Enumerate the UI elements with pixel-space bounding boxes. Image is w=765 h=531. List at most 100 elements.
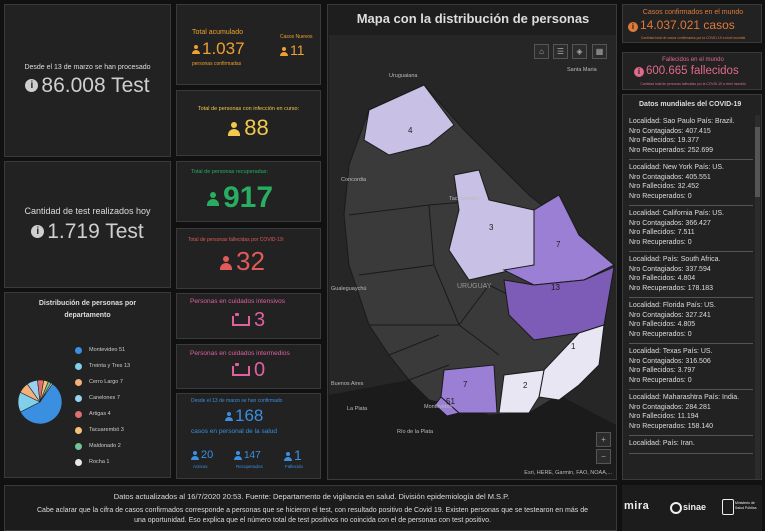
region-label-tacuarembo: 3 bbox=[489, 223, 494, 232]
place-tacuarembo: Tacuarembó bbox=[449, 196, 479, 202]
deceased-value: 32 bbox=[236, 246, 265, 276]
map-title: Mapa con la distribución de personas bbox=[356, 11, 590, 26]
health-staff-active-value: 20 bbox=[201, 449, 214, 461]
map-attribution: Esri, HERE, Garmin, FAO, NOAA,... bbox=[524, 470, 612, 476]
legend-item[interactable]: Montevideo 51 bbox=[75, 342, 130, 358]
tests-processed-value: 86.008 Test bbox=[41, 73, 150, 97]
world-entry-location: Localidad: California País: US. bbox=[629, 210, 724, 217]
scrollbar-thumb[interactable] bbox=[755, 127, 760, 197]
world-entry-location: Localidad: Texas País: US. bbox=[629, 348, 713, 355]
footer-panel: Datos actualizados al 16/7/2020 20:53. F… bbox=[4, 485, 617, 531]
home-icon[interactable]: ⌂ bbox=[534, 44, 549, 59]
region-label-montevideo: 51 bbox=[446, 397, 455, 406]
uruguay-map[interactable]: 4 3 7 13 1 2 7 51 Uruguaiana Santa Maria… bbox=[329, 35, 616, 479]
legend-swatch bbox=[75, 442, 82, 450]
place-uruguay: URUGUAY bbox=[457, 283, 492, 290]
legend-item[interactable]: Artigas 4 bbox=[75, 406, 130, 422]
legend-swatch bbox=[75, 394, 82, 402]
footer-note: Cabe aclarar que la cifra de casos confi… bbox=[37, 507, 588, 524]
place-rio-de-la-plata: Río de la Plata bbox=[397, 429, 434, 435]
layers-list-icon[interactable]: ☰ bbox=[553, 44, 568, 59]
zoom-in-button[interactable]: + bbox=[596, 432, 611, 447]
legend-label: Montevideo 51 bbox=[89, 347, 126, 353]
layers-icon[interactable]: ◈ bbox=[572, 44, 587, 59]
legend-label: Treinta y Tres 13 bbox=[89, 363, 131, 369]
world-entry[interactable]: Localidad: País: Iran. bbox=[629, 436, 753, 454]
place-gualeguaychu: Gualeguaychú bbox=[331, 286, 366, 292]
place-la-plata: La Plata bbox=[347, 406, 368, 412]
world-entry[interactable]: Localidad: Sao Paulo País: Brazil. Nro Co… bbox=[629, 114, 753, 160]
logos-panel: mira sinae Ministerio de Salud Pública bbox=[622, 485, 762, 531]
world-data-title: Datos mundiales del COVID-19 bbox=[639, 101, 742, 108]
world-entry[interactable]: Localidad: País: South Africa. Nro Contag… bbox=[629, 252, 753, 298]
world-entry-recuperados: Nro Recuperados: 0 bbox=[629, 376, 692, 384]
pie-slice-rocha[interactable] bbox=[39, 382, 53, 403]
deceased-card: Total de personas fallecidas por COVID-1… bbox=[176, 228, 321, 289]
recovered-card: Total de personas recuperadas: 917 bbox=[176, 161, 321, 222]
logo-mira: mira bbox=[624, 500, 650, 512]
legend-item[interactable]: Treinta y Tres 13 bbox=[75, 358, 130, 374]
world-entry-contagiados: Nro Contagiados: 327.241 bbox=[629, 311, 711, 319]
zoom-out-button[interactable]: − bbox=[596, 449, 611, 464]
health-staff-deceased-value: 1 bbox=[294, 447, 302, 463]
sinae-icon bbox=[670, 502, 682, 514]
intermediate-care-card: Personas en cuidados intermedios 0 bbox=[176, 344, 321, 389]
recovered-title: Total de personas recuperadas: bbox=[191, 169, 269, 175]
legend-swatch bbox=[75, 378, 82, 386]
legend-item[interactable]: Cerro Largo 7 bbox=[75, 374, 130, 390]
new-cases-value: 11 bbox=[290, 42, 305, 58]
map-panel: Mapa con la distribución de personas bbox=[327, 4, 617, 480]
world-entry[interactable]: Localidad: California País: US. Nro Conta… bbox=[629, 206, 753, 252]
world-entry[interactable]: Localidad: Florida País: US. Nro Contagia… bbox=[629, 298, 753, 344]
world-confirmed-title: Casos confirmados en el mundo bbox=[642, 9, 744, 16]
world-entry-location: Localidad: Maharashtra País: India. bbox=[629, 394, 740, 401]
msp-crest-icon bbox=[722, 499, 734, 515]
place-concordia: Concordia bbox=[341, 177, 367, 183]
world-data-list[interactable]: Localidad: Sao Paulo País: Brazil. Nro Co… bbox=[629, 114, 753, 454]
world-entry-fallecidos: Nro Fallecidos: 4.805 bbox=[629, 321, 696, 328]
accumulated-card: Total acumulado 1.037 personas confirmad… bbox=[176, 4, 321, 85]
world-entry-location: Localidad: País: Iran. bbox=[629, 440, 695, 447]
world-entry-fallecidos: Nro Fallecidos: 4.804 bbox=[629, 275, 696, 282]
bed-icon bbox=[232, 362, 250, 376]
place-uruguaiana: Uruguaiana bbox=[389, 73, 418, 79]
pie-slice-montevideo[interactable] bbox=[19, 383, 63, 425]
accumulated-value: 1.037 bbox=[202, 39, 245, 58]
info-icon: i bbox=[25, 79, 39, 93]
world-deceased-value: 600.665 fallecidos bbox=[646, 65, 739, 77]
world-deceased-title: Fallecidos en el mundo bbox=[662, 57, 724, 63]
health-staff-title: Desde el 13 de marzo se han confirmado bbox=[191, 398, 283, 404]
legend-item[interactable]: Rocha 1 bbox=[75, 454, 130, 470]
region-label-rocha: 1 bbox=[571, 342, 576, 351]
department-chart-panel: Distribución de personas por departament… bbox=[4, 292, 171, 478]
region-label-cerro-largo: 7 bbox=[556, 240, 561, 249]
world-entry-contagiados: Nro Contagiados: 284.281 bbox=[629, 403, 711, 411]
region-label-artigas: 4 bbox=[408, 126, 413, 135]
logo-msp: Ministerio de Salud Pública bbox=[735, 501, 757, 510]
world-entry[interactable]: Localidad: Texas País: US. Nro Contagiado… bbox=[629, 344, 753, 390]
department-chart-title: Distribución de personas por departament… bbox=[38, 300, 137, 319]
region-maldonado bbox=[498, 369, 545, 414]
world-entry-fallecidos: Nro Fallecidos: 19.377 bbox=[629, 137, 700, 144]
scrollbar[interactable] bbox=[755, 115, 760, 479]
health-staff-active-label: Activos bbox=[193, 464, 208, 469]
person-icon bbox=[228, 121, 241, 136]
region-label-treinta-y-tres: 13 bbox=[551, 283, 560, 292]
world-entry-contagiados: Nro Contagiados: 405.551 bbox=[629, 173, 711, 181]
new-cases-title: Casos Nuevos bbox=[280, 34, 313, 40]
basemap-icon[interactable]: ▦ bbox=[592, 44, 607, 59]
legend-item[interactable]: Canelones 7 bbox=[75, 390, 130, 406]
tests-today-card: Cantidad de test realizados hoy i 1.719 T… bbox=[4, 161, 171, 288]
world-entry-location: Localidad: Sao Paulo País: Brazil. bbox=[629, 118, 735, 125]
person-icon bbox=[191, 450, 199, 460]
place-buenos-aires: Buenos Aires bbox=[331, 381, 364, 387]
legend-swatch bbox=[75, 346, 82, 354]
intensive-care-card: Personas en cuidados intensivos 3 bbox=[176, 293, 321, 339]
department-legend: Montevideo 51 Treinta y Tres 13 Cerro Larg… bbox=[75, 342, 130, 470]
world-entry[interactable]: Localidad: Maharashtra País: India. Nro C… bbox=[629, 390, 753, 436]
world-entry[interactable]: Localidad: New York País: US. Nro Contagi… bbox=[629, 160, 753, 206]
region-artigas bbox=[363, 84, 455, 156]
bed-icon bbox=[232, 312, 250, 326]
legend-item[interactable]: Maldonado 2 bbox=[75, 438, 130, 454]
legend-item[interactable]: Tacuarembó 3 bbox=[75, 422, 130, 438]
